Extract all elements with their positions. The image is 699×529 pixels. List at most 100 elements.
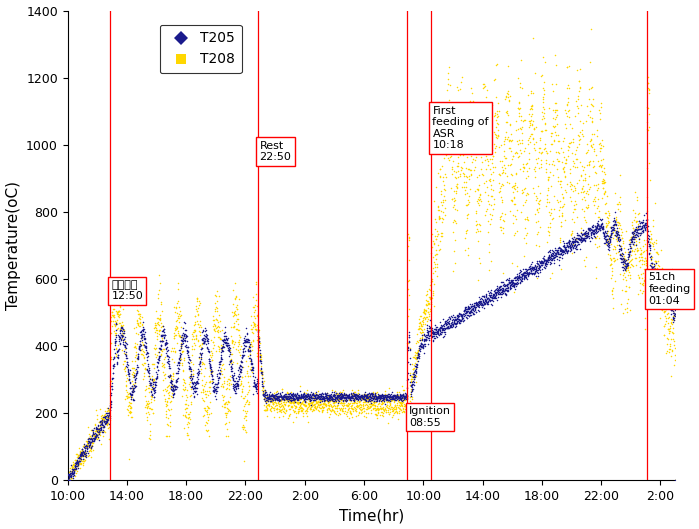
- Point: [74, 463, 85, 472]
- Point: [568, 236, 579, 245]
- Point: [64, 467, 75, 475]
- Point: [391, 389, 403, 398]
- Point: [283, 389, 294, 398]
- Point: [96, 423, 107, 432]
- Point: [436, 327, 447, 336]
- Point: [78, 455, 89, 463]
- Point: [599, 179, 610, 188]
- Point: [174, 318, 185, 326]
- Point: [310, 405, 322, 413]
- Point: [543, 172, 554, 181]
- Point: [112, 351, 123, 359]
- Point: [127, 373, 138, 381]
- Point: [561, 249, 572, 258]
- Point: [322, 395, 333, 404]
- Point: [122, 392, 133, 400]
- Point: [368, 394, 380, 403]
- Point: [505, 121, 516, 130]
- Point: [371, 393, 382, 402]
- Point: [528, 165, 540, 174]
- Point: [331, 393, 342, 401]
- Point: [319, 395, 330, 404]
- Point: [469, 133, 480, 142]
- Point: [629, 225, 640, 233]
- Point: [521, 267, 532, 275]
- Point: [506, 277, 517, 285]
- Point: [255, 367, 266, 375]
- Point: [324, 391, 336, 399]
- Point: [96, 411, 107, 419]
- Point: [562, 241, 573, 249]
- Point: [651, 257, 662, 265]
- Point: [154, 336, 165, 345]
- Point: [290, 389, 301, 398]
- Point: [182, 351, 194, 360]
- Point: [412, 357, 423, 365]
- Point: [346, 413, 357, 422]
- Point: [224, 393, 235, 401]
- Point: [472, 172, 483, 181]
- Point: [377, 395, 389, 403]
- Point: [279, 393, 290, 401]
- Point: [150, 377, 161, 386]
- Point: [658, 322, 670, 331]
- Point: [150, 388, 161, 396]
- Point: [661, 294, 672, 303]
- Point: [611, 215, 622, 224]
- Point: [597, 215, 608, 223]
- Point: [616, 254, 627, 263]
- Point: [230, 292, 241, 300]
- Point: [173, 285, 184, 294]
- Point: [215, 360, 226, 368]
- Point: [657, 269, 668, 278]
- Point: [120, 342, 131, 351]
- Point: [602, 240, 613, 249]
- Point: [484, 240, 495, 248]
- Point: [233, 331, 245, 339]
- Point: [617, 258, 628, 267]
- Point: [396, 401, 408, 409]
- Point: [596, 156, 607, 165]
- Point: [232, 384, 243, 392]
- Point: [412, 350, 424, 358]
- Point: [209, 386, 220, 395]
- Point: [361, 394, 373, 403]
- Point: [520, 268, 531, 276]
- Point: [581, 232, 592, 241]
- Point: [102, 413, 113, 421]
- Point: [543, 223, 554, 231]
- Point: [579, 230, 591, 238]
- Point: [512, 270, 523, 279]
- Point: [359, 391, 370, 400]
- Point: [533, 266, 544, 274]
- Point: [579, 237, 591, 245]
- Point: [500, 284, 512, 292]
- Point: [324, 391, 335, 400]
- Point: [497, 215, 508, 224]
- Point: [273, 396, 284, 404]
- Point: [619, 272, 630, 281]
- Point: [415, 324, 426, 332]
- Point: [233, 363, 245, 372]
- Point: [650, 257, 661, 266]
- Point: [429, 327, 440, 336]
- Point: [640, 216, 651, 224]
- Point: [356, 408, 368, 417]
- Point: [484, 291, 496, 299]
- Point: [289, 395, 301, 404]
- Point: [656, 297, 667, 305]
- Point: [535, 257, 547, 266]
- Point: [554, 197, 565, 205]
- Point: [85, 447, 96, 455]
- Point: [341, 393, 352, 401]
- Point: [78, 459, 89, 468]
- Point: [427, 329, 438, 337]
- Point: [174, 361, 185, 370]
- Point: [436, 327, 447, 336]
- Point: [373, 398, 384, 407]
- Point: [431, 324, 442, 333]
- Point: [141, 403, 152, 411]
- Point: [468, 309, 479, 318]
- Point: [112, 307, 123, 315]
- Point: [447, 195, 458, 204]
